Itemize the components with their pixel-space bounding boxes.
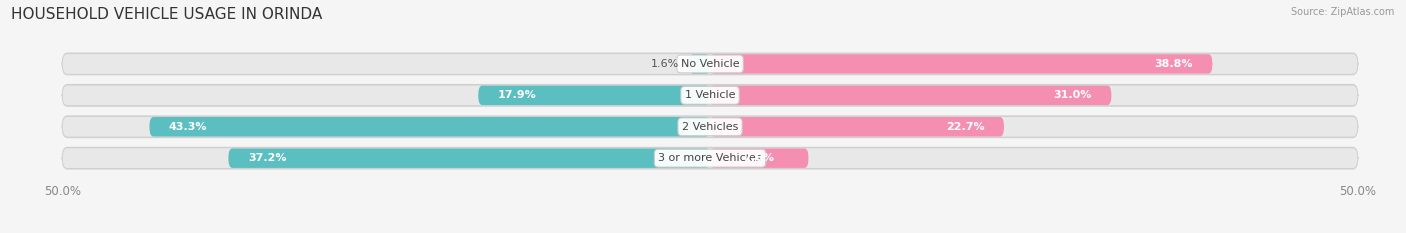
FancyBboxPatch shape bbox=[228, 148, 710, 168]
Text: 7.6%: 7.6% bbox=[744, 153, 775, 163]
Text: 3 or more Vehicles: 3 or more Vehicles bbox=[658, 153, 762, 163]
Text: 1.6%: 1.6% bbox=[651, 59, 679, 69]
FancyBboxPatch shape bbox=[63, 148, 1357, 168]
FancyBboxPatch shape bbox=[63, 117, 1357, 137]
Text: 1 Vehicle: 1 Vehicle bbox=[685, 90, 735, 100]
Text: 2 Vehicles: 2 Vehicles bbox=[682, 122, 738, 132]
FancyBboxPatch shape bbox=[63, 86, 1357, 105]
FancyBboxPatch shape bbox=[710, 117, 1004, 137]
Text: 31.0%: 31.0% bbox=[1053, 90, 1092, 100]
FancyBboxPatch shape bbox=[63, 148, 1357, 168]
Text: 43.3%: 43.3% bbox=[169, 122, 207, 132]
FancyBboxPatch shape bbox=[710, 148, 808, 168]
Text: 37.2%: 37.2% bbox=[247, 153, 287, 163]
FancyBboxPatch shape bbox=[710, 54, 1212, 74]
FancyBboxPatch shape bbox=[63, 54, 1357, 74]
Text: Source: ZipAtlas.com: Source: ZipAtlas.com bbox=[1291, 7, 1395, 17]
FancyBboxPatch shape bbox=[63, 116, 1357, 137]
Text: 17.9%: 17.9% bbox=[498, 90, 537, 100]
Text: No Vehicle: No Vehicle bbox=[681, 59, 740, 69]
Text: HOUSEHOLD VEHICLE USAGE IN ORINDA: HOUSEHOLD VEHICLE USAGE IN ORINDA bbox=[11, 7, 322, 22]
Text: 22.7%: 22.7% bbox=[946, 122, 984, 132]
FancyBboxPatch shape bbox=[63, 85, 1357, 106]
FancyBboxPatch shape bbox=[149, 117, 710, 137]
FancyBboxPatch shape bbox=[478, 86, 710, 105]
FancyBboxPatch shape bbox=[710, 86, 1111, 105]
FancyBboxPatch shape bbox=[689, 54, 710, 74]
FancyBboxPatch shape bbox=[63, 54, 1357, 74]
Text: 38.8%: 38.8% bbox=[1154, 59, 1192, 69]
